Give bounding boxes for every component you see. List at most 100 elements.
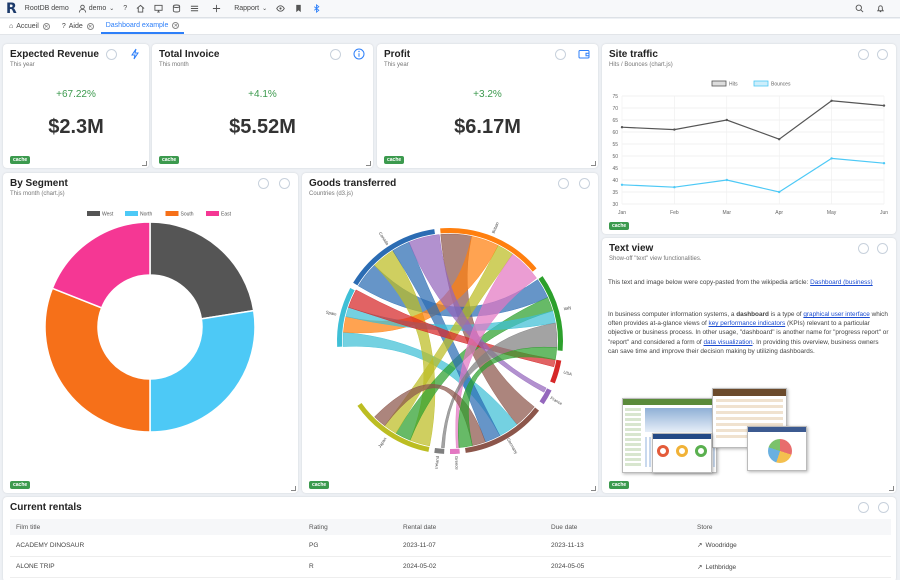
search-icon[interactable] (855, 4, 864, 13)
chord-label: Spain (325, 310, 337, 317)
resize-handle[interactable] (366, 161, 371, 166)
help-icon: ? (61, 23, 66, 30)
user-menu[interactable]: demo ⌄ (78, 4, 114, 13)
data-visualization-link[interactable]: data visualization (703, 338, 753, 346)
column-header[interactable]: Rating (303, 519, 397, 535)
bluetooth-icon[interactable] (312, 4, 321, 13)
database-icon[interactable] (172, 4, 181, 13)
home-icon[interactable] (136, 4, 145, 13)
cell-store[interactable]: ↗ Woodridge (691, 535, 891, 557)
chord-arc-spain (337, 287, 355, 347)
site-traffic-card: Site traffic Hits / Bounces (chart.js) 3… (602, 44, 896, 234)
chord-ribbon (348, 289, 556, 368)
add-icon[interactable] (212, 4, 221, 13)
close-tab-icon[interactable]: ✕ (86, 23, 94, 30)
info-icon[interactable] (555, 49, 566, 60)
chord-label: Canada (378, 231, 391, 247)
by-segment-card: By Segment This month (chart.js) West Nor… (3, 173, 298, 493)
cache-badge: cache (384, 156, 405, 164)
legend-swatch (753, 80, 769, 87)
bell-icon[interactable] (876, 4, 885, 13)
monitor-icon[interactable] (154, 4, 163, 13)
tab-label: Dashboard example (105, 22, 169, 29)
tab-accueil[interactable]: ⌂ Accueil ✕ (4, 19, 55, 34)
y-tick-label: 55 (612, 142, 618, 148)
info-icon[interactable] (877, 243, 888, 254)
dashboard-screenshot-image (622, 388, 827, 478)
cache-badge: cache (10, 481, 31, 489)
info-icon[interactable] (878, 502, 889, 513)
column-header[interactable]: Due date (545, 519, 691, 535)
chord-label: Britain (491, 221, 500, 234)
bookmark-icon[interactable] (294, 4, 303, 13)
resize-handle[interactable] (591, 486, 596, 491)
refresh-icon[interactable] (258, 178, 269, 189)
app-name[interactable]: RootDB demo (24, 5, 69, 12)
user-icon (78, 4, 86, 13)
column-header[interactable]: Store (691, 519, 891, 535)
x-tick-label: Feb (670, 210, 679, 216)
eye-icon[interactable] (276, 4, 285, 13)
resize-handle[interactable] (591, 161, 596, 166)
series-line-hits (621, 100, 885, 140)
chord-label: France (550, 395, 564, 406)
resize-handle[interactable] (889, 486, 894, 491)
y-tick-label: 65 (612, 118, 618, 124)
info-icon[interactable] (106, 49, 117, 60)
table-row: ALONE TRIP R 2024-05-02 2024-05-05 ↗ Leth… (10, 556, 891, 578)
x-tick-label: Jan (618, 210, 626, 216)
top-bar: R RootDB demo demo ⌄ ? Rapport ⌄ (0, 0, 900, 18)
card-title: By Segment (10, 178, 68, 189)
text-view-intro: This text and image below were copy-past… (608, 278, 892, 287)
data-point (620, 126, 624, 129)
gui-link[interactable]: graphical user interface (803, 311, 870, 318)
resize-handle[interactable] (142, 161, 147, 166)
refresh-icon[interactable] (558, 178, 569, 189)
legend-label: North (140, 212, 152, 218)
lightning-icon[interactable] (129, 48, 141, 60)
data-point (725, 118, 728, 122)
report-menu[interactable]: Rapport ⌄ (234, 5, 267, 12)
text-fragment: . In providing this overview, business o… (608, 338, 879, 355)
chord-arc-britain (440, 228, 537, 272)
card-subtitle: This month (chart.js) (10, 191, 65, 197)
info-icon[interactable] (877, 49, 888, 60)
legend-label: South (181, 212, 194, 218)
text-fragment: In business computer information systems… (608, 311, 737, 318)
wallet-icon[interactable] (578, 48, 590, 60)
column-header[interactable]: Rental date (397, 519, 545, 535)
kpi-link[interactable]: key performance indicators (708, 320, 786, 328)
kpi-value: $5.52M (229, 116, 296, 138)
data-point (673, 186, 676, 189)
legend-swatch (87, 211, 100, 216)
column-header[interactable]: Film title (10, 519, 303, 535)
info-icon[interactable] (579, 178, 590, 189)
cache-badge: cache (609, 222, 630, 230)
chord-arc-usa (550, 359, 562, 384)
close-tab-icon[interactable]: ✕ (42, 23, 50, 30)
refresh-icon[interactable] (858, 243, 869, 254)
refresh-icon[interactable] (858, 49, 869, 60)
refresh-icon[interactable] (858, 502, 869, 513)
card-subtitle: Countries (d3.js) (309, 191, 354, 197)
cache-badge: cache (309, 481, 330, 489)
intro-text: This text and image below were copy-past… (608, 279, 811, 286)
help-icon[interactable]: ? (123, 5, 128, 12)
rootdb-logo[interactable]: R (6, 0, 17, 17)
dashboard-business-link[interactable]: Dashboard (business) (810, 279, 873, 286)
series-line-bounces (621, 157, 885, 193)
cell-store[interactable]: ↗ Lethbridge (691, 556, 891, 578)
info-icon[interactable] (279, 178, 290, 189)
info-icon[interactable] (330, 49, 341, 60)
x-tick-label: Mar (722, 210, 731, 216)
list-icon[interactable] (190, 4, 199, 13)
y-tick-label: 70 (612, 106, 618, 112)
tab-dashboard-example[interactable]: Dashboard example ✕ (100, 19, 185, 34)
info-circle-icon[interactable] (353, 48, 365, 60)
kpi-value: $2.3M (48, 116, 104, 138)
close-tab-icon[interactable]: ✕ (172, 22, 180, 29)
site-traffic-chart: 30 35 40 45 50 55 60 65 70 75 Jan Feb Mar Apr May Jun Hi… (612, 80, 888, 216)
resize-handle[interactable] (291, 486, 296, 491)
tab-aide[interactable]: ? Aide ✕ (57, 19, 99, 34)
legend-swatch (206, 211, 219, 216)
